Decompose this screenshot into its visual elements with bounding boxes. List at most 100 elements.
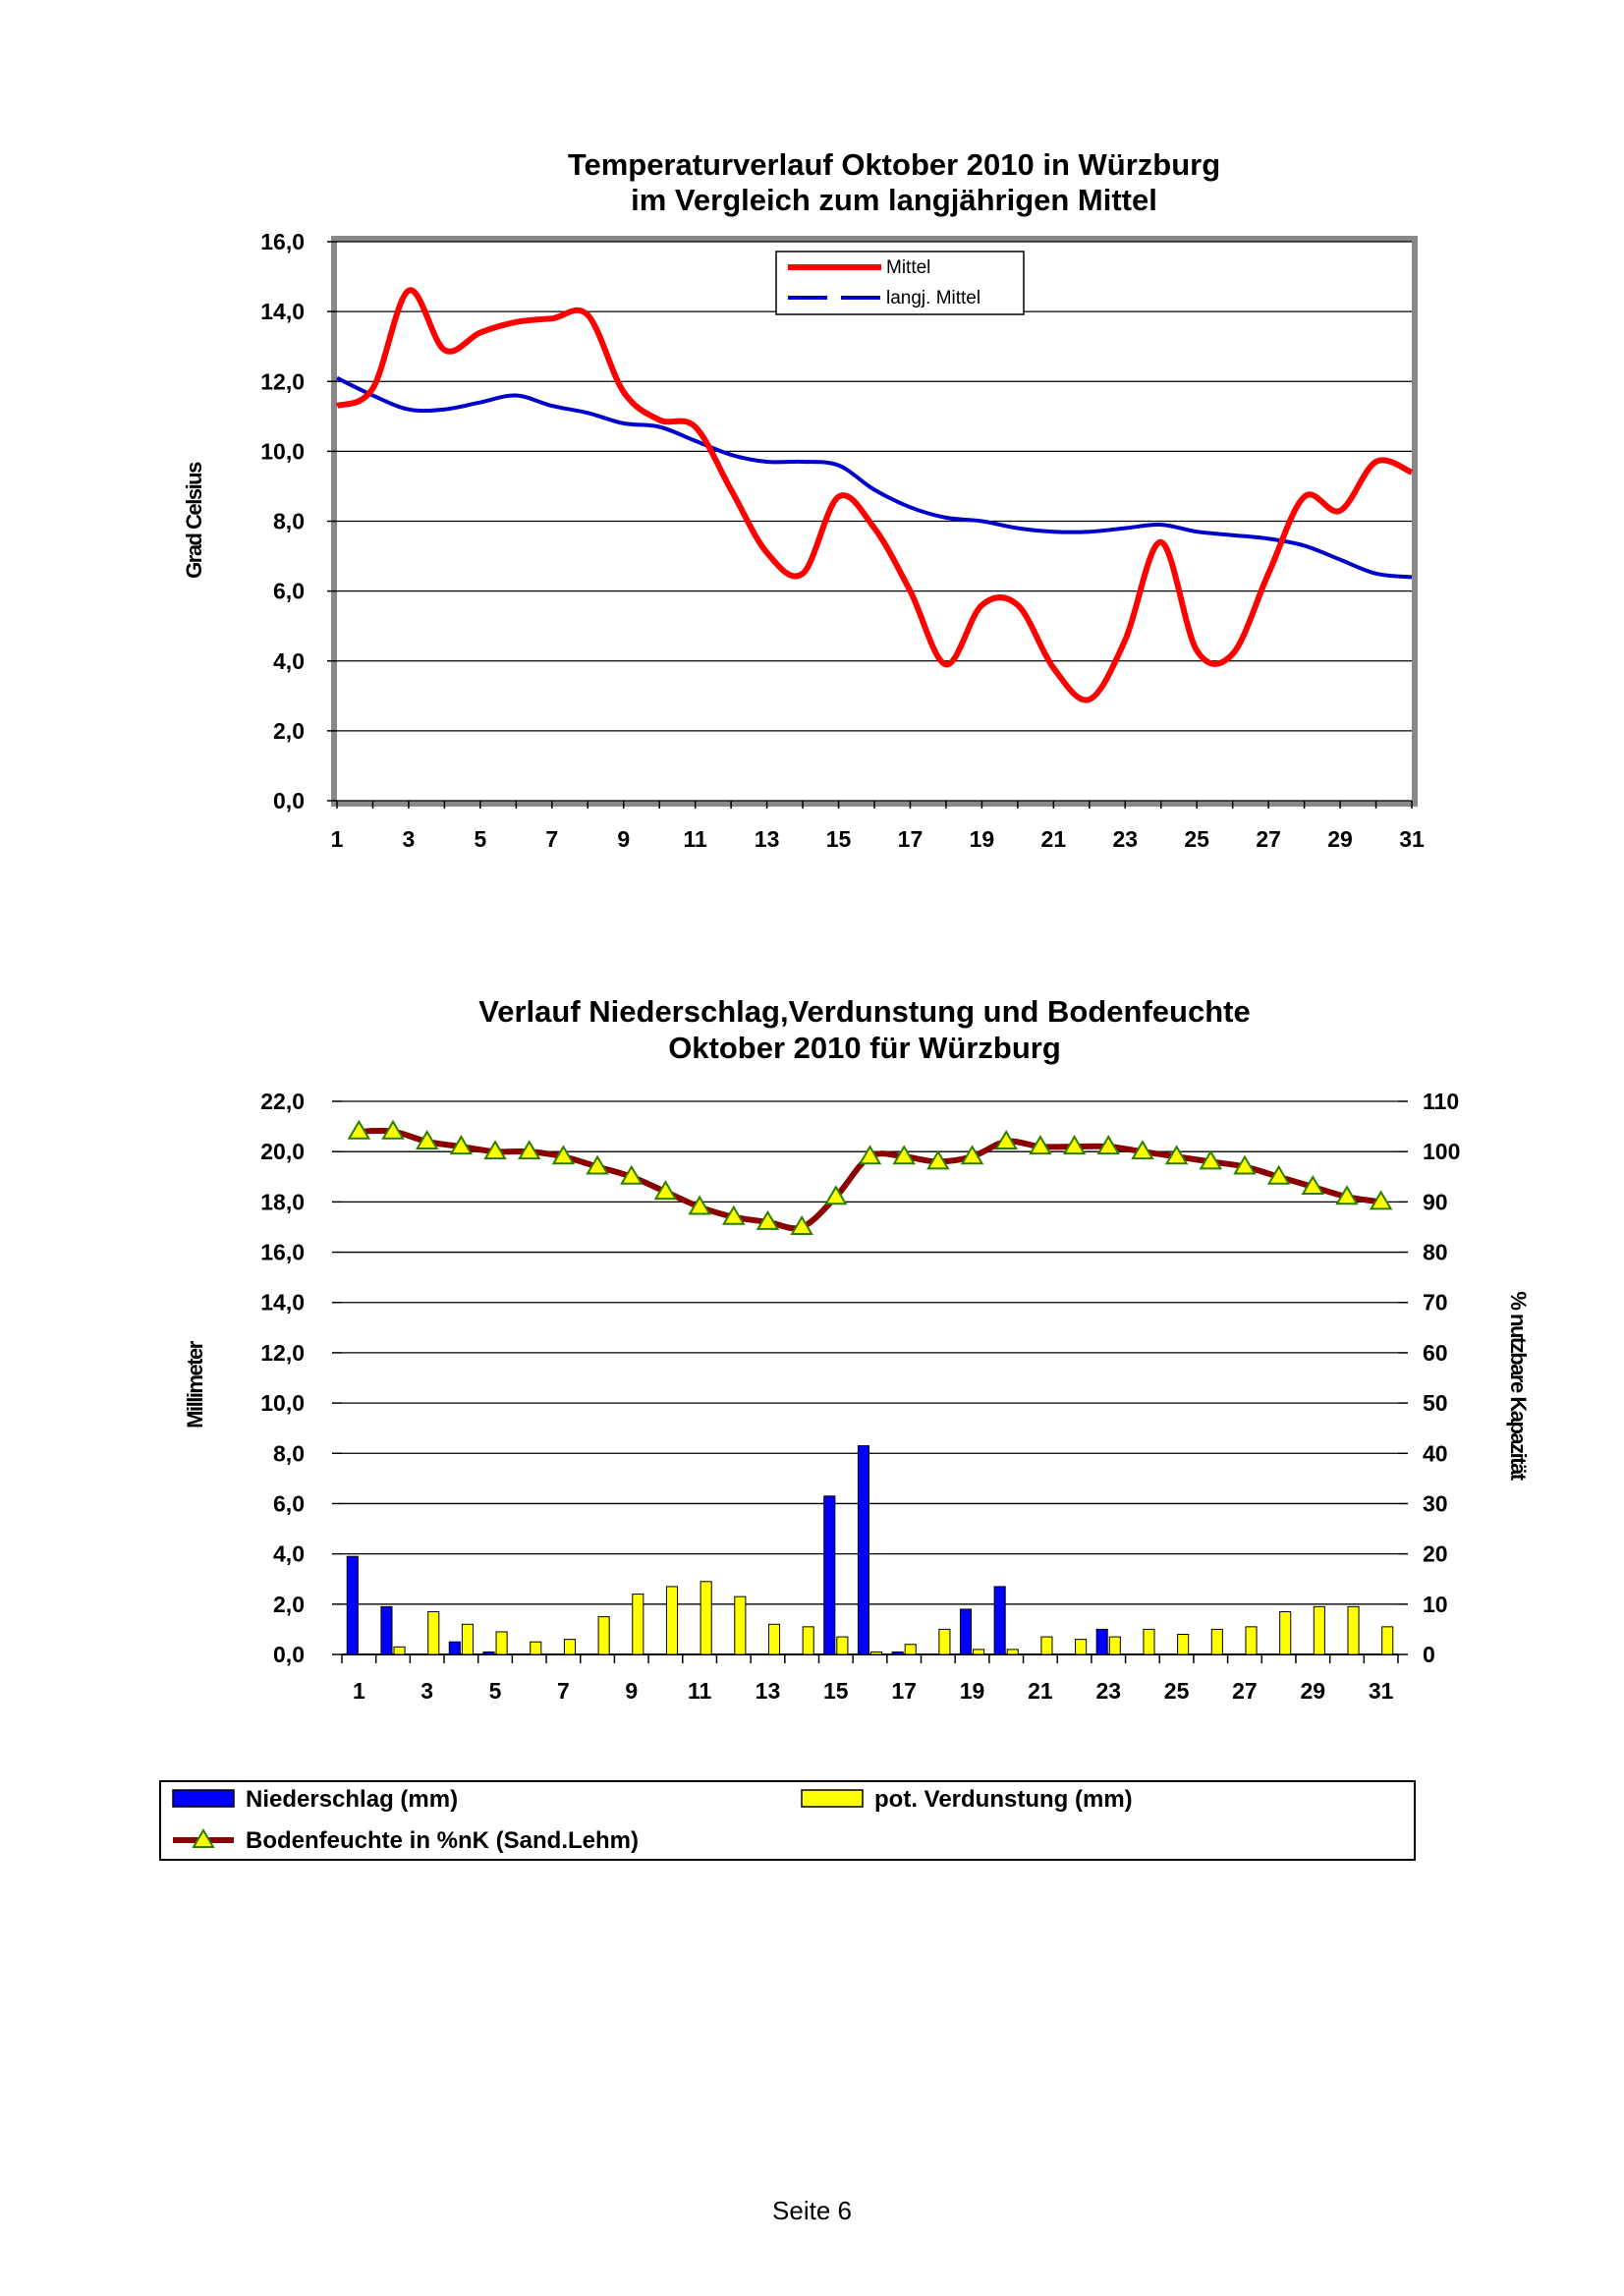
bodenfeuchte-marker [347, 1119, 371, 1140]
bodenfeuchte-marker [620, 1164, 644, 1185]
chart2-x-tick-label: 23 [1095, 1678, 1121, 1704]
verdunstung-bar [700, 1581, 712, 1655]
chart2-x-tick-label: 3 [420, 1678, 433, 1704]
chart1-x-tick-label: 15 [826, 826, 852, 852]
chart1-x-tick-label: 9 [617, 826, 630, 852]
bodenfeuchte-marker [1335, 1185, 1359, 1205]
chart2-x-tick-label: 29 [1301, 1678, 1326, 1704]
verdunstung-bar [530, 1641, 542, 1655]
bodenfeuchte-marker [1062, 1135, 1087, 1155]
chart2-y2-tick-label: 40 [1423, 1440, 1448, 1466]
chart1-x-tick-label: 17 [898, 826, 924, 852]
verdunstung-bar [1006, 1649, 1019, 1655]
legend-verdunstung-swatch [801, 1789, 864, 1808]
bodenfeuchte-marker [722, 1204, 746, 1225]
precipitation-chart: Verlauf Niederschlag,Verdunstung und Bod… [183, 994, 1531, 1704]
bodenfeuchte-marker [1029, 1135, 1052, 1155]
chart2-legend-box [159, 1780, 1416, 1861]
chart1-gridlines [327, 241, 1413, 809]
verdunstung-bar [836, 1636, 849, 1655]
verdunstung-bar [1381, 1626, 1394, 1655]
bodenfeuchte-marker [381, 1119, 405, 1140]
chart2-y-tick-label: 22,0 [260, 1089, 305, 1114]
chart1-legend-box [775, 251, 1025, 315]
niederschlag-bar [448, 1641, 461, 1655]
chart1-x-tick-label: 13 [755, 826, 780, 852]
chart2-y2-tick-label: 100 [1423, 1139, 1460, 1164]
chart1-x-tick-label: 31 [1399, 826, 1425, 852]
verdunstung-bar [1075, 1639, 1088, 1655]
chart2-x-tick-label: 9 [625, 1678, 638, 1704]
chart1-y-axis-label: Grad Celsius [182, 462, 206, 579]
chart1-x-tick-label: 21 [1041, 826, 1067, 852]
chart1-y-tick-labels: 0,0 2,0 4,0 6,0 8,0 10,0 12,0 14,0 16,0 [260, 229, 305, 813]
chart2-y-tick-label: 10,0 [260, 1390, 305, 1416]
chart2-x-tick-label: 21 [1028, 1678, 1053, 1704]
chart2-x-tick-label: 13 [756, 1678, 781, 1704]
bodenfeuchte-marker [517, 1140, 541, 1160]
chart2-x-tick-label: 1 [353, 1678, 365, 1704]
chart2-y2-tick-label: 0 [1423, 1642, 1435, 1667]
chart2-y-tick-label: 2,0 [273, 1592, 305, 1617]
chart2-y2-tick-labels: 0 10 20 30 40 50 60 70 80 90 100 110 [1423, 1089, 1460, 1667]
chart2-bodenfeuchte-line [347, 1119, 1393, 1235]
legend-bodenfeuchte-marker [192, 1828, 215, 1848]
chart2-y-tick-label: 6,0 [273, 1490, 305, 1516]
chart1-x-tick-label: 3 [403, 826, 416, 852]
chart2-x-tick-label: 7 [557, 1678, 570, 1704]
chart1-y-tick-label: 10,0 [260, 438, 305, 464]
chart2-y-tick-label: 4,0 [273, 1541, 305, 1567]
chart2-x-tick-label: 17 [891, 1678, 917, 1704]
legend-mittel-label: Mittel [886, 257, 930, 278]
chart2-y2-tick-label: 70 [1423, 1290, 1448, 1316]
chart2-x-tick-labels: 1 3 5 7 9 11 13 15 17 19 21 23 25 27 29 31 [353, 1678, 1394, 1704]
verdunstung-bar [597, 1616, 610, 1655]
legend-langj-label: langj. Mittel [886, 288, 980, 308]
chart2-title-line1: Verlauf Niederschlag,Verdunstung und Bod… [478, 994, 1250, 1029]
chart2-x-tick-label: 11 [688, 1678, 712, 1704]
chart1-x-tick-label: 27 [1256, 826, 1281, 852]
bodenfeuchte-marker [415, 1129, 439, 1149]
chart1-title-line2: im Vergleich zum langjährigen Mittel [631, 183, 1157, 217]
verdunstung-bar [734, 1596, 747, 1655]
niederschlag-bar [993, 1586, 1006, 1655]
chart2-y-tick-labels: 0,0 2,0 4,0 6,0 8,0 10,0 12,0 14,0 16,0 18,0 20,0 2… [260, 1089, 305, 1667]
chart1-y-tick-label: 14,0 [260, 299, 305, 324]
chart1-x-tick-label: 7 [545, 826, 558, 852]
chart2-y-tick-label: 12,0 [260, 1340, 305, 1366]
chart2-y-tick-label: 18,0 [260, 1189, 305, 1214]
verdunstung-bar [1210, 1628, 1223, 1655]
bodenfeuchte-marker [1131, 1140, 1154, 1160]
verdunstung-bar [802, 1626, 814, 1655]
chart2-x-tick-label: 15 [823, 1678, 849, 1704]
bodenfeuchte-marker [756, 1209, 780, 1230]
chart2-bars [346, 1445, 1394, 1655]
chart2-x-tick-label: 31 [1369, 1678, 1394, 1704]
niederschlag-bar [823, 1495, 836, 1655]
chart2-x-tick-label: 5 [489, 1678, 502, 1704]
bodenfeuchte-marker [858, 1145, 882, 1165]
chart1-series-lines [335, 287, 1414, 703]
chart1-x-tick-label: 1 [331, 826, 344, 852]
legend-niederschlag-swatch [172, 1789, 235, 1808]
bodenfeuchte-marker [688, 1195, 711, 1215]
niederschlag-bar [959, 1608, 973, 1655]
bodenfeuchte-marker [926, 1149, 950, 1170]
bodenfeuchte-marker [1199, 1149, 1223, 1170]
bodenfeuchte-marker [1164, 1145, 1189, 1165]
chart2-gridlines [332, 1100, 1408, 1663]
verdunstung-bar [1143, 1628, 1155, 1655]
chart1-title-line1: Temperaturverlauf Oktober 2010 in Würzbu… [568, 147, 1220, 182]
chart1-x-tick-label: 11 [684, 826, 708, 852]
bodenfeuchte-marker [824, 1185, 848, 1205]
verdunstung-bar [904, 1644, 917, 1655]
chart1-y-tick-label: 2,0 [273, 718, 305, 744]
chart1-x-tick-label: 5 [474, 826, 486, 852]
bodenfeuchte-marker [892, 1145, 916, 1165]
verdunstung-bar [938, 1628, 951, 1655]
bodenfeuchte-marker [1096, 1135, 1120, 1155]
bodenfeuchte-marker [1266, 1164, 1291, 1185]
chart2-y2-tick-label: 90 [1423, 1189, 1448, 1214]
chart1-y-tick-label: 16,0 [260, 229, 305, 254]
